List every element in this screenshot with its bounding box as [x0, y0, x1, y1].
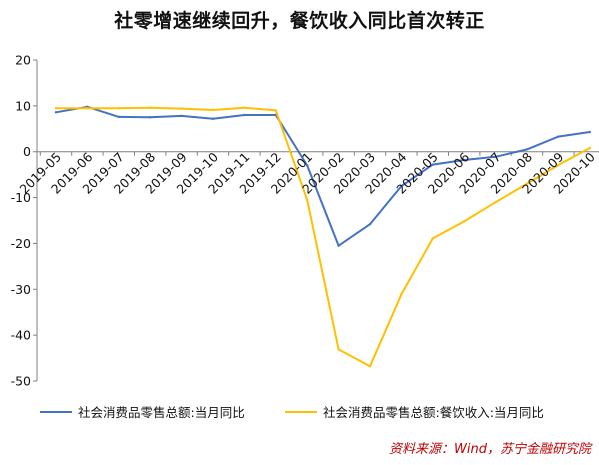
series-line-catering [55, 106, 591, 368]
chart-title: 社零增速继续回升，餐饮收入同比首次转正 [114, 10, 485, 32]
data-point [243, 113, 246, 117]
source-note: 资料来源：Wind，苏宁金融研究院 [389, 442, 591, 457]
legend-swatch-yellow [285, 410, 317, 413]
data-point [494, 201, 497, 204]
data-point [525, 148, 529, 151]
legend-item-catering: 社会消费品零售总额:餐饮收入:当月同比 [285, 402, 544, 421]
legend-swatch-blue [40, 410, 72, 413]
y-tick-label: 0 [23, 144, 31, 159]
axes [33, 59, 599, 382]
data-point [588, 146, 591, 150]
y-tick-label: -50 [11, 374, 31, 389]
data-point [54, 111, 58, 114]
legend-label-catering: 社会消费品零售总额:餐饮收入:当月同比 [323, 405, 544, 420]
data-point [400, 184, 403, 188]
data-point [557, 163, 560, 167]
data-point [243, 106, 246, 109]
data-point [525, 182, 529, 185]
data-point [306, 198, 309, 202]
data-point [337, 348, 340, 351]
data-point [117, 107, 121, 110]
data-point [431, 163, 434, 166]
data-point [337, 244, 340, 247]
data-point [463, 220, 466, 223]
data-point [368, 365, 372, 368]
data-point [557, 135, 560, 138]
data-point [368, 223, 372, 226]
data-point [149, 106, 152, 109]
data-point [86, 107, 89, 110]
y-tick-label: -20 [11, 236, 31, 251]
data-point [180, 114, 183, 118]
series-lines [54, 105, 591, 368]
y-tick-label: -10 [11, 190, 31, 205]
data-point [117, 115, 121, 119]
data-point [149, 116, 152, 119]
data-point [274, 109, 277, 112]
data-point [306, 164, 309, 167]
legend: 社会消费品零售总额:当月同比 社会消费品零售总额:餐饮收入:当月同比 [40, 402, 599, 422]
data-point [431, 237, 434, 240]
data-point [54, 107, 58, 110]
data-point [463, 158, 466, 162]
y-tick-label: 20 [15, 53, 31, 68]
y-tick-label: 10 [15, 98, 31, 113]
data-point [588, 130, 591, 134]
data-point [211, 117, 215, 120]
y-tick-label: -40 [11, 328, 31, 343]
legend-item-total-retail: 社会消费品零售总额:当月同比 [40, 402, 245, 421]
tick-labels: 20100-10-20-30-40-502019-052019-062019-0… [11, 53, 598, 389]
y-tick-label: -30 [11, 282, 31, 297]
data-point [494, 155, 497, 158]
data-point [400, 293, 403, 296]
data-point [180, 107, 183, 110]
series-line-total-retail [55, 105, 591, 247]
legend-label-total-retail: 社会消费品零售总额:当月同比 [78, 405, 245, 420]
data-point [211, 108, 215, 112]
